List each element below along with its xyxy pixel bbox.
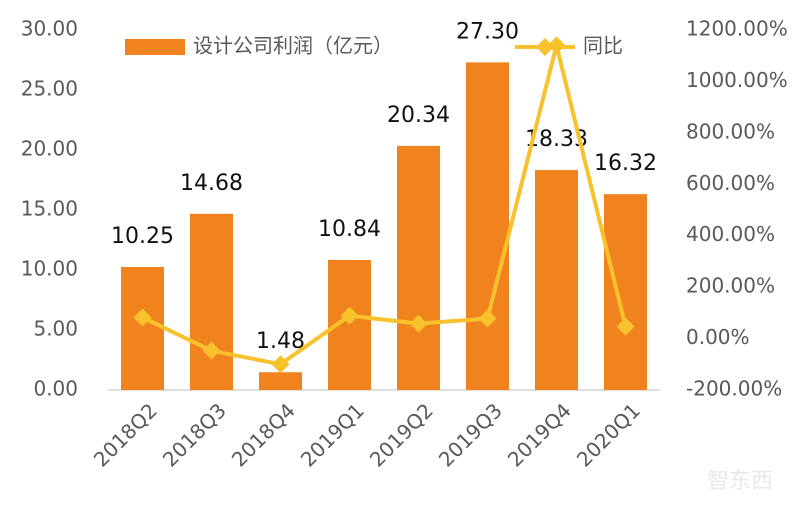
- value-label: 10.84: [318, 217, 381, 242]
- y-tick-label: 15.00: [21, 197, 78, 221]
- value-label: 10.25: [111, 224, 174, 249]
- y-tick-label: 10.00: [21, 257, 78, 281]
- x-tick-label: 2019Q3: [434, 398, 507, 471]
- y-tick-label: 0.00: [33, 377, 78, 401]
- y-tick-label: 5.00: [33, 317, 78, 341]
- line-marker: [340, 306, 359, 325]
- x-tick-label: 2019Q4: [503, 398, 576, 471]
- y2-tick-label: 1200.00%: [686, 17, 788, 41]
- y2-tick-label: 1000.00%: [686, 68, 788, 92]
- line-marker: [409, 314, 428, 333]
- x-tick-label: 2020Q1: [572, 398, 645, 471]
- x-tick-label: 2018Q3: [158, 398, 231, 471]
- value-label: 16.32: [594, 151, 657, 176]
- legend-swatch: [125, 39, 185, 55]
- line-marker: [133, 308, 152, 327]
- bar: [397, 145, 440, 390]
- y-tick-label: 30.00: [21, 17, 78, 41]
- watermark: 智东西: [707, 469, 773, 494]
- y-tick-label: 20.00: [21, 137, 78, 161]
- line-marker: [271, 355, 290, 374]
- legend-label: 同比: [583, 34, 623, 58]
- line: [141, 43, 628, 367]
- bar: [190, 213, 233, 390]
- bar: [604, 194, 647, 390]
- bar: [535, 170, 578, 390]
- x-tick-label: 2019Q2: [365, 398, 438, 471]
- legend-label: 设计公司利润（亿元）: [193, 34, 393, 58]
- legend-marker: [536, 38, 554, 56]
- y2-tick-label: 600.00%: [686, 171, 775, 195]
- x-tick-label: 2018Q4: [227, 398, 300, 471]
- line-marker: [616, 317, 635, 336]
- value-label: 20.34: [387, 103, 450, 128]
- y2-tick-label: 200.00%: [686, 274, 775, 298]
- y2-tick-label: 800.00%: [686, 119, 775, 143]
- value-label: 1.48: [256, 329, 305, 354]
- y2-tick-label: -200.00%: [686, 377, 782, 401]
- x-tick-label: 2019Q1: [296, 398, 369, 471]
- bar: [466, 62, 509, 391]
- y2-tick-label: 0.00%: [686, 325, 750, 349]
- bar: [259, 372, 302, 390]
- value-label: 14.68: [180, 171, 243, 196]
- bar: [121, 267, 164, 390]
- y2-tick-label: 400.00%: [686, 222, 775, 246]
- x-tick-label: 2018Q2: [89, 398, 162, 471]
- line-marker: [478, 309, 497, 328]
- line-marker: [202, 341, 221, 360]
- y-tick-label: 25.00: [21, 77, 78, 101]
- value-label: 27.30: [456, 19, 519, 44]
